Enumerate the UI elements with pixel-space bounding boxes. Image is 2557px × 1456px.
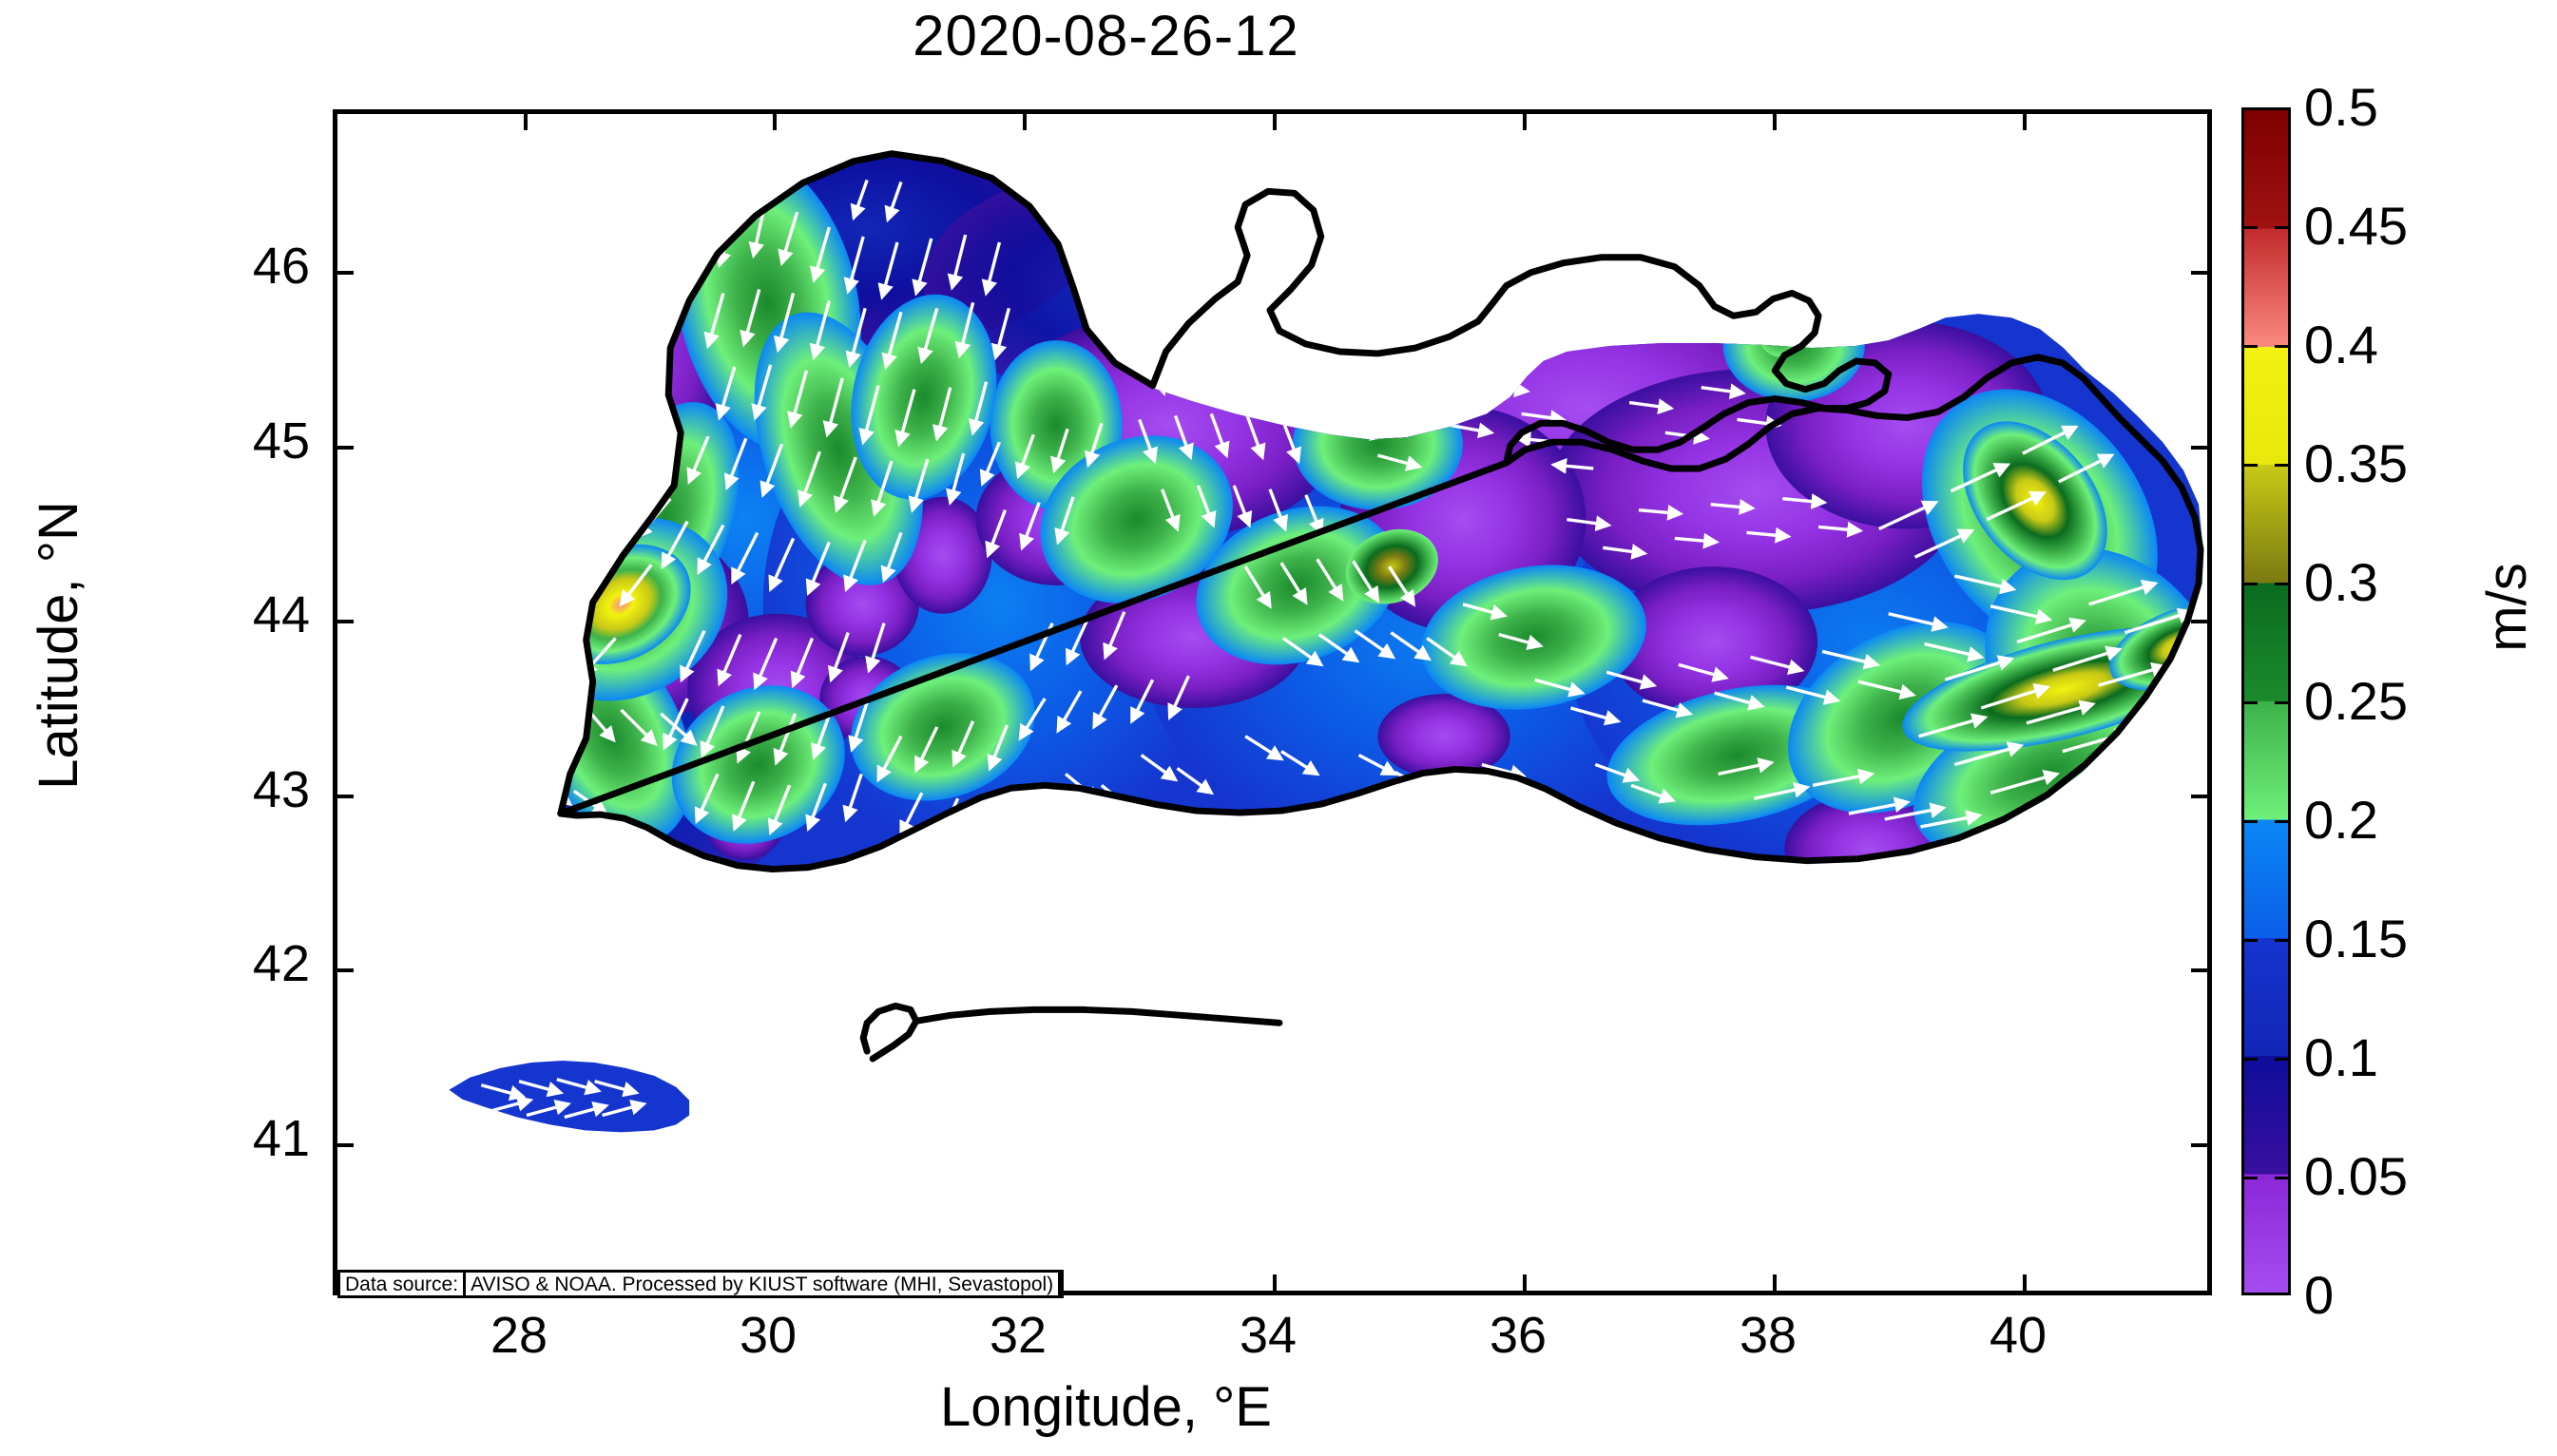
colorbar-label: 0.1: [2304, 1027, 2378, 1087]
x-tick: [773, 114, 777, 130]
x-tick: [524, 114, 528, 130]
x-tick-label: 32: [989, 1307, 1048, 1364]
x-tick: [1523, 114, 1527, 130]
colorbar-tick: [2244, 1058, 2258, 1061]
y-tick-label: 46: [252, 238, 310, 295]
colorbar-tick: [2275, 939, 2288, 942]
y-tick: [337, 795, 354, 798]
colorbar-label: 0.05: [2304, 1146, 2408, 1206]
colorbar-label: 0.45: [2304, 196, 2408, 256]
x-tick: [1773, 1274, 1777, 1291]
annotation-divider-end: [1058, 1273, 1062, 1295]
x-tick-label: 34: [1239, 1307, 1298, 1364]
y-tick-label: 45: [252, 412, 310, 469]
data-source-annotation: Data source: AVISO & NOAA. Processed by …: [337, 1270, 1065, 1298]
x-tick: [2023, 1274, 2027, 1291]
page-title: 2020-08-26-12: [913, 4, 1299, 67]
x-tick-label: 28: [490, 1307, 548, 1364]
colorbar-tick: [2244, 939, 2258, 942]
colorbar-tick: [2244, 464, 2258, 467]
map-plot-area: [333, 109, 2212, 1295]
colorbar-tick: [2244, 345, 2258, 348]
y-tick: [337, 271, 354, 275]
colorbar-label: 0.2: [2304, 790, 2378, 850]
x-tick-label: 38: [1739, 1307, 1798, 1364]
y-tick-label: 43: [252, 761, 310, 818]
current-speed-field: [449, 150, 2204, 1133]
x-tick: [1523, 1274, 1527, 1291]
colorbar-tick: [2244, 820, 2258, 823]
y-tick: [2191, 795, 2207, 798]
colorbar-label: 0.3: [2304, 552, 2378, 612]
colorbar-unit-label: m/s: [2476, 563, 2538, 652]
x-tick-label: 30: [739, 1307, 798, 1364]
colorbar-tick: [2275, 583, 2288, 585]
colorbar-tick: [2244, 701, 2258, 704]
speed-contour-fill: [449, 156, 2203, 1133]
y-tick: [337, 446, 354, 450]
colorbar-tick: [2275, 345, 2288, 348]
colorbar-label: 0.15: [2304, 909, 2408, 968]
colorbar-label: 0.4: [2304, 315, 2378, 374]
y-tick-label: 41: [252, 1110, 310, 1167]
coastline: [557, 150, 2204, 1063]
x-tick: [1273, 114, 1277, 130]
y-tick: [337, 620, 354, 623]
colorbar-label: 0.25: [2304, 671, 2408, 731]
colorbar-tick: [2244, 226, 2258, 229]
colorbar-tick: [2244, 583, 2258, 585]
colorbar-tick: [2275, 820, 2288, 823]
annotation-divider: [463, 1273, 467, 1295]
y-tick: [2191, 968, 2207, 972]
x-tick: [2023, 114, 2027, 130]
y-tick-label: 44: [252, 586, 310, 643]
colorbar-label: 0: [2304, 1265, 2335, 1325]
x-tick: [1273, 1274, 1277, 1291]
colorbar-label: 0.5: [2304, 77, 2378, 137]
y-tick: [337, 968, 354, 972]
y-tick: [337, 1143, 354, 1147]
y-tick: [2191, 1143, 2207, 1147]
y-tick: [2191, 446, 2207, 450]
colorbar-tick: [2275, 701, 2288, 704]
colorbar-label: 0.35: [2304, 433, 2408, 493]
y-tick: [2191, 620, 2207, 623]
x-tick-label: 36: [1489, 1307, 1548, 1364]
colorbar: [2241, 107, 2291, 1295]
y-tick: [2191, 271, 2207, 275]
colorbar-tick: [2275, 464, 2288, 467]
y-axis-label: Latitude, °N: [28, 501, 89, 790]
colorbar-tick: [2244, 1177, 2258, 1179]
x-axis-label: Longitude, °E: [940, 1376, 1272, 1438]
x-tick: [1773, 114, 1777, 130]
y-tick-label: 42: [252, 935, 310, 992]
colorbar-tick: [2275, 1177, 2288, 1179]
x-tick: [1023, 114, 1027, 130]
data-source-label: Data source:: [345, 1273, 459, 1295]
data-source-text: AVISO & NOAA. Processed by KIUST softwar…: [471, 1273, 1054, 1295]
colorbar-tick: [2275, 226, 2288, 229]
colorbar-tick: [2275, 1058, 2288, 1061]
x-tick-label: 40: [1989, 1307, 2048, 1364]
